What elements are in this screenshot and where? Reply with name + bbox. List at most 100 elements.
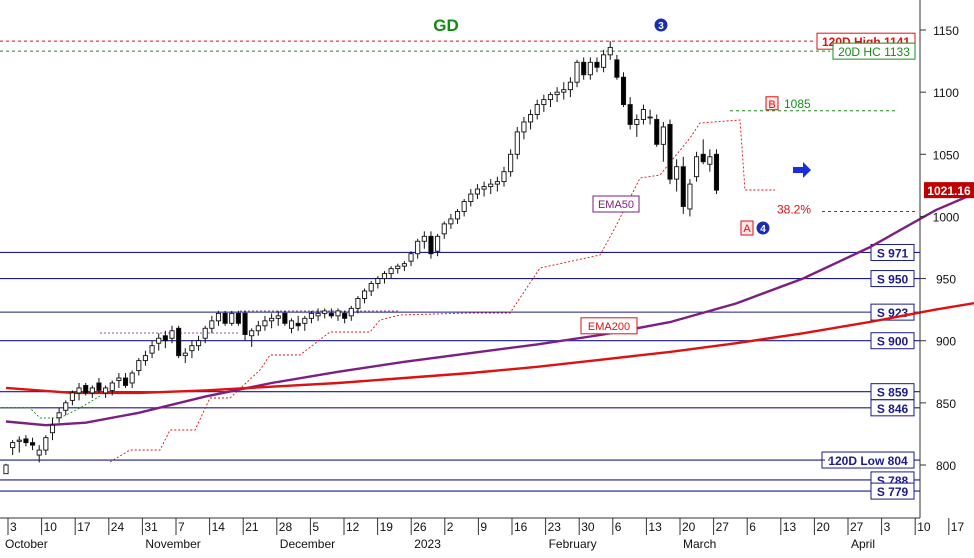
trailing-stop-line: [109, 119, 775, 463]
x-tick-label: 13: [783, 520, 797, 534]
candle-body: [229, 312, 235, 324]
x-tick-label: 7: [178, 520, 185, 534]
x-tick-label: 19: [380, 520, 394, 534]
candle-body: [63, 402, 69, 411]
point-a-label: A: [743, 223, 751, 235]
candle-body: [441, 223, 447, 235]
y-tick-label: 1050: [933, 148, 960, 162]
y-tick-label: 1100: [933, 86, 959, 100]
x-tick-label: 27: [716, 520, 730, 534]
x-tick-label: 14: [212, 520, 226, 534]
support-label: S 950: [877, 273, 909, 287]
candle-body: [435, 235, 441, 252]
y-tick-label: 1000: [933, 210, 960, 224]
candle-body: [56, 412, 62, 419]
candle-body: [149, 345, 155, 354]
candle-body: [142, 355, 148, 362]
b-value: 1085: [784, 97, 811, 111]
support-label-box: [870, 399, 915, 417]
candle-body: [169, 330, 175, 339]
candle-body: [249, 330, 255, 337]
x-tick-label: 30: [581, 520, 595, 534]
candle-body: [103, 387, 109, 394]
candle-body: [182, 352, 188, 357]
candle-body: [514, 131, 520, 155]
candle-body: [474, 188, 480, 195]
candle-body: [362, 290, 368, 299]
candle-body: [295, 322, 301, 327]
candle-body: [368, 283, 374, 292]
x-month-label: October: [5, 537, 48, 551]
candle-body: [196, 340, 202, 347]
x-tick-label: 6: [615, 520, 622, 534]
candle-body: [322, 310, 328, 314]
x-month-label: November: [145, 537, 200, 551]
candle-body: [162, 335, 168, 342]
candle-body: [574, 61, 580, 83]
candle-body: [528, 114, 534, 123]
x-tick-label: 21: [245, 520, 259, 534]
ema-line-ema200: [5, 301, 974, 395]
x-tick-label: 17: [77, 520, 91, 534]
candle-body: [328, 312, 334, 317]
candle-body: [508, 153, 514, 173]
candle-body: [534, 104, 540, 115]
b-box: [765, 96, 779, 111]
candle-body: [501, 171, 507, 183]
candle-body: [202, 327, 208, 339]
candle-body: [461, 201, 467, 212]
candle-body: [567, 81, 573, 91]
x-tick-label: 3: [884, 520, 891, 534]
x-tick-label: 9: [480, 520, 487, 534]
candle-body: [620, 76, 627, 106]
candle-body: [401, 263, 407, 267]
x-tick-label: 12: [346, 520, 360, 534]
candle-body: [541, 99, 547, 106]
candle-body: [122, 377, 129, 386]
y-tick-label: 1150: [933, 24, 959, 38]
x-tick-label: 2: [447, 520, 454, 534]
candle-body: [381, 273, 388, 280]
candle-body: [627, 104, 633, 125]
candle-body: [494, 181, 500, 185]
candle-body: [680, 166, 686, 207]
candle-body: [269, 317, 275, 322]
support-label: S 971: [877, 246, 909, 260]
support-label-box: [870, 332, 915, 350]
wave3-marker: [654, 18, 668, 32]
candle-body: [408, 253, 414, 262]
candle-body: [707, 156, 713, 165]
ema-line-ema50: [5, 192, 974, 427]
candle-body: [601, 54, 607, 68]
candle-body: [614, 59, 620, 78]
plot-background: [0, 0, 920, 520]
x-tick-label: 24: [111, 520, 125, 534]
x-tick-label: 5: [312, 520, 319, 534]
ema50-label-box: [592, 195, 640, 213]
x-month-label: February: [549, 537, 597, 551]
hc-label-box: [832, 42, 916, 60]
candle-body: [667, 124, 673, 180]
candle-body: [136, 360, 142, 371]
x-tick-label: 17: [951, 520, 965, 534]
candle-body: [634, 119, 640, 125]
candle-body: [468, 193, 474, 202]
candle-body: [308, 312, 314, 319]
wave4-label: 4: [760, 224, 766, 235]
x-month-label: December: [280, 537, 335, 551]
candle-body: [547, 94, 554, 101]
x-tick-label: 16: [514, 520, 528, 534]
candle-body: [687, 183, 693, 210]
candle-body: [36, 449, 42, 456]
ema-layer: [5, 192, 974, 427]
candle-body: [23, 438, 29, 444]
candle-body: [156, 337, 162, 344]
candle-body: [660, 126, 666, 145]
candle-body: [421, 235, 427, 242]
candle-body: [76, 387, 82, 394]
support-label-box: [870, 482, 915, 500]
support-label: S 779: [877, 485, 909, 499]
candle-body: [428, 235, 434, 255]
last-price-badge: [924, 182, 974, 199]
